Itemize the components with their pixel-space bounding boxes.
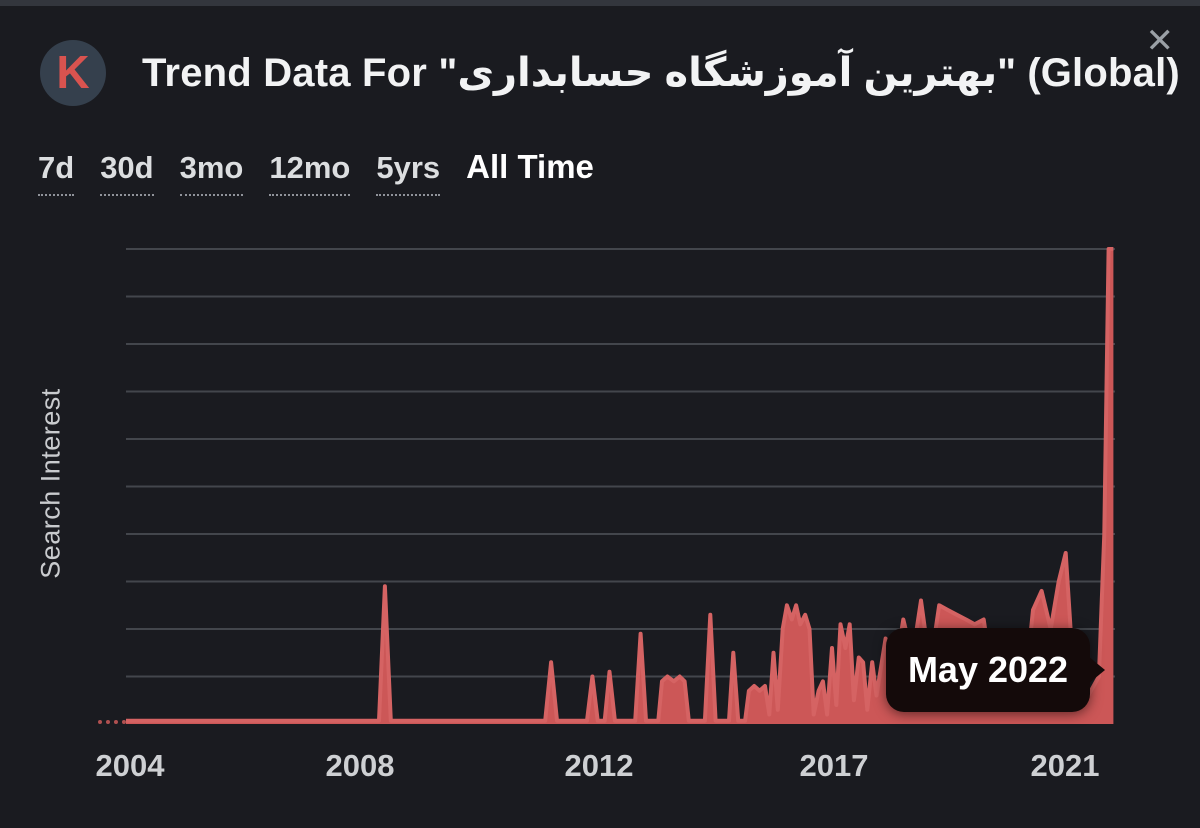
x-tick-2004: 2004 <box>95 748 165 783</box>
baseline-tick-dots <box>98 720 126 724</box>
header: K Trend Data For "بهترین آموزشگاه حسابدا… <box>40 40 1180 106</box>
tab-all-time[interactable]: All Time <box>466 148 594 185</box>
x-tick-2012: 2012 <box>564 748 634 783</box>
tab-12mo[interactable]: 12mo <box>269 150 351 196</box>
close-icon[interactable]: ✕ <box>1145 22 1175 60</box>
logo-letter: K <box>56 46 90 98</box>
y-axis-label: Search Interest <box>35 388 66 579</box>
keywords-everywhere-logo-icon: K <box>40 40 106 106</box>
tab-3mo[interactable]: 3mo <box>179 150 244 196</box>
title-keyword: "بهترین آموزشگاه حسابداری" <box>438 51 1017 95</box>
x-tick-2021: 2021 <box>1030 748 1100 783</box>
title-suffix: (Global) <box>1016 51 1180 95</box>
x-tick-2008: 2008 <box>325 748 395 783</box>
tab-5yrs[interactable]: 5yrs <box>376 150 441 196</box>
tab-7d[interactable]: 7d <box>38 150 75 196</box>
window-top-edge <box>0 0 1200 6</box>
x-tick-2017: 2017 <box>799 748 869 783</box>
chart-tooltip: May 2022 <box>886 628 1090 712</box>
time-range-tabs: 7d 30d 3mo 12mo 5yrs All Time <box>38 148 594 196</box>
tab-30d[interactable]: 30d <box>100 150 154 196</box>
title-prefix: Trend Data For <box>142 51 439 95</box>
tooltip-label: May 2022 <box>907 649 1069 690</box>
page-title: Trend Data For "بهترین آموزشگاه حسابداری… <box>142 50 1180 96</box>
